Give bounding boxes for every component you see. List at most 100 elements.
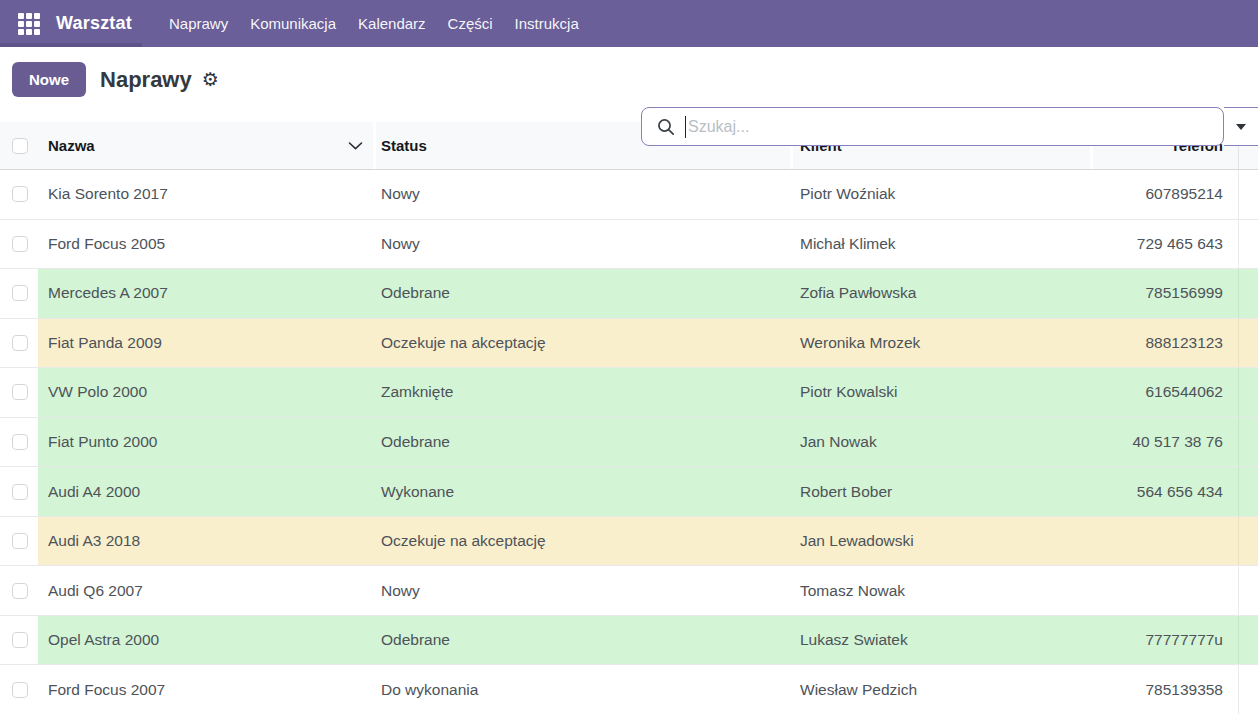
table-row[interactable]: Kia Sorento 2017 Nowy Piotr Woźniak 6078… <box>0 170 1258 220</box>
cell-status[interactable]: Nowy <box>373 220 790 269</box>
cell-status[interactable]: Odebrane <box>373 616 790 665</box>
table-row[interactable]: VW Polo 2000 Zamknięte Piotr Kowalski 61… <box>0 368 1258 418</box>
cell-telefon[interactable]: 785139358 <box>1090 665 1238 714</box>
row-checkbox[interactable] <box>12 632 28 648</box>
cell-klient[interactable]: Robert Bober <box>790 467 1090 516</box>
table-row[interactable]: Mercedes A 2007 Odebrane Zofia Pawłowska… <box>0 269 1258 319</box>
cell-telefon[interactable]: 785156999 <box>1090 269 1238 318</box>
menu-item-instrukcja[interactable]: Instrukcja <box>504 0 590 47</box>
cell-klient[interactable]: Lukasz Swiatek <box>790 616 1090 665</box>
cell-klient[interactable]: Michał Klimek <box>790 220 1090 269</box>
search-box[interactable] <box>641 107 1224 146</box>
cell-status[interactable]: Nowy <box>373 566 790 615</box>
column-gutter <box>1238 665 1258 714</box>
cell-telefon[interactable]: 616544062 <box>1090 368 1238 417</box>
cell-nazwa[interactable]: Audi A4 2000 <box>38 467 373 516</box>
cell-status[interactable]: Oczekuje na akceptację <box>373 319 790 368</box>
page-title: Naprawy <box>100 67 192 93</box>
select-all-cell <box>0 122 38 169</box>
cell-klient[interactable]: Tomasz Nowak <box>790 566 1090 615</box>
table-row[interactable]: Fiat Punto 2000 Odebrane Jan Nowak 40 51… <box>0 418 1258 468</box>
table-row[interactable]: Ford Focus 2005 Nowy Michał Klimek 729 4… <box>0 220 1258 270</box>
new-button[interactable]: Nowe <box>12 62 86 97</box>
cell-nazwa[interactable]: Audi A3 2018 <box>38 517 373 566</box>
cell-klient[interactable]: Wiesław Pedzich <box>790 665 1090 714</box>
table-row[interactable]: Ford Focus 2007 Do wykonania Wiesław Ped… <box>0 665 1258 714</box>
cell-nazwa[interactable]: Ford Focus 2005 <box>38 220 373 269</box>
menu-item-czesci[interactable]: Części <box>437 0 504 47</box>
cell-klient[interactable]: Weronika Mrozek <box>790 319 1090 368</box>
column-gutter <box>1238 170 1258 219</box>
cell-nazwa[interactable]: Kia Sorento 2017 <box>38 170 373 219</box>
cell-status[interactable]: Odebrane <box>373 269 790 318</box>
cell-telefon[interactable]: 77777777u <box>1090 616 1238 665</box>
column-gutter <box>1238 269 1258 318</box>
cell-nazwa[interactable]: Ford Focus 2007 <box>38 665 373 714</box>
cell-nazwa[interactable]: Audi Q6 2007 <box>38 566 373 615</box>
row-checkbox[interactable] <box>12 583 28 599</box>
apps-menu-button[interactable] <box>12 7 46 41</box>
row-checkbox[interactable] <box>12 335 28 351</box>
cell-nazwa[interactable]: VW Polo 2000 <box>38 368 373 417</box>
row-checkbox-cell <box>0 418 38 467</box>
chevron-down-icon <box>348 141 363 150</box>
select-all-checkbox[interactable] <box>12 138 28 154</box>
top-navbar: Warsztat Naprawy Komunikacja Kalendarz C… <box>0 0 1258 47</box>
table-row[interactable]: Audi A4 2000 Wykonane Robert Bober 564 6… <box>0 467 1258 517</box>
cell-status[interactable]: Oczekuje na akceptację <box>373 517 790 566</box>
cell-telefon[interactable]: 729 465 643 <box>1090 220 1238 269</box>
text-cursor <box>685 116 686 138</box>
row-checkbox[interactable] <box>12 236 28 252</box>
table-row[interactable]: Audi Q6 2007 Nowy Tomasz Nowak <box>0 566 1258 616</box>
column-header-label: Nazwa <box>48 137 95 154</box>
control-panel: Nowe Naprawy ⚙ <box>0 47 1258 112</box>
column-gutter <box>1238 517 1258 566</box>
cell-telefon[interactable]: 607895214 <box>1090 170 1238 219</box>
search-group <box>641 107 1258 146</box>
cell-telefon[interactable]: 564 656 434 <box>1090 467 1238 516</box>
cell-nazwa[interactable]: Opel Astra 2000 <box>38 616 373 665</box>
row-checkbox-cell <box>0 566 38 615</box>
cell-telefon[interactable] <box>1090 517 1238 566</box>
cell-status[interactable]: Wykonane <box>373 467 790 516</box>
row-checkbox[interactable] <box>12 285 28 301</box>
row-checkbox[interactable] <box>12 434 28 450</box>
menu-item-naprawy[interactable]: Naprawy <box>158 0 239 47</box>
row-checkbox[interactable] <box>12 384 28 400</box>
search-dropdown-button[interactable] <box>1224 107 1258 146</box>
cell-nazwa[interactable]: Fiat Panda 2009 <box>38 319 373 368</box>
column-gutter <box>1238 566 1258 615</box>
cell-klient[interactable]: Jan Nowak <box>790 418 1090 467</box>
row-checkbox-cell <box>0 368 38 417</box>
cell-telefon[interactable] <box>1090 566 1238 615</box>
column-header-nazwa[interactable]: Nazwa <box>38 122 373 169</box>
cell-nazwa[interactable]: Mercedes A 2007 <box>38 269 373 318</box>
cell-telefon[interactable]: 888123123 <box>1090 319 1238 368</box>
cell-klient[interactable]: Zofia Pawłowska <box>790 269 1090 318</box>
menu-item-komunikacja[interactable]: Komunikacja <box>239 0 347 47</box>
cell-klient[interactable]: Piotr Woźniak <box>790 170 1090 219</box>
cell-status[interactable]: Odebrane <box>373 418 790 467</box>
table-row[interactable]: Audi A3 2018 Oczekuje na akceptację Jan … <box>0 517 1258 567</box>
cell-status[interactable]: Zamknięte <box>373 368 790 417</box>
cell-telefon[interactable]: 40 517 38 76 <box>1090 418 1238 467</box>
row-checkbox[interactable] <box>12 186 28 202</box>
table-row[interactable]: Opel Astra 2000 Odebrane Lukasz Swiatek … <box>0 616 1258 666</box>
column-gutter <box>1238 220 1258 269</box>
cell-status[interactable]: Nowy <box>373 170 790 219</box>
row-checkbox-cell <box>0 616 38 665</box>
app-brand[interactable]: Warsztat <box>56 13 132 34</box>
repairs-list: Nazwa Status Klient Telefon Kia Sorento … <box>0 122 1258 714</box>
column-gutter <box>1238 319 1258 368</box>
table-row[interactable]: Fiat Panda 2009 Oczekuje na akceptację W… <box>0 319 1258 369</box>
menu-item-kalendarz[interactable]: Kalendarz <box>347 0 437 47</box>
row-checkbox[interactable] <box>12 682 28 698</box>
row-checkbox[interactable] <box>12 533 28 549</box>
cell-klient[interactable]: Piotr Kowalski <box>790 368 1090 417</box>
cell-nazwa[interactable]: Fiat Punto 2000 <box>38 418 373 467</box>
cell-status[interactable]: Do wykonania <box>373 665 790 714</box>
cell-klient[interactable]: Jan Lewadowski <box>790 517 1090 566</box>
search-input[interactable] <box>688 118 1223 136</box>
gear-icon[interactable]: ⚙ <box>202 70 219 89</box>
row-checkbox[interactable] <box>12 484 28 500</box>
